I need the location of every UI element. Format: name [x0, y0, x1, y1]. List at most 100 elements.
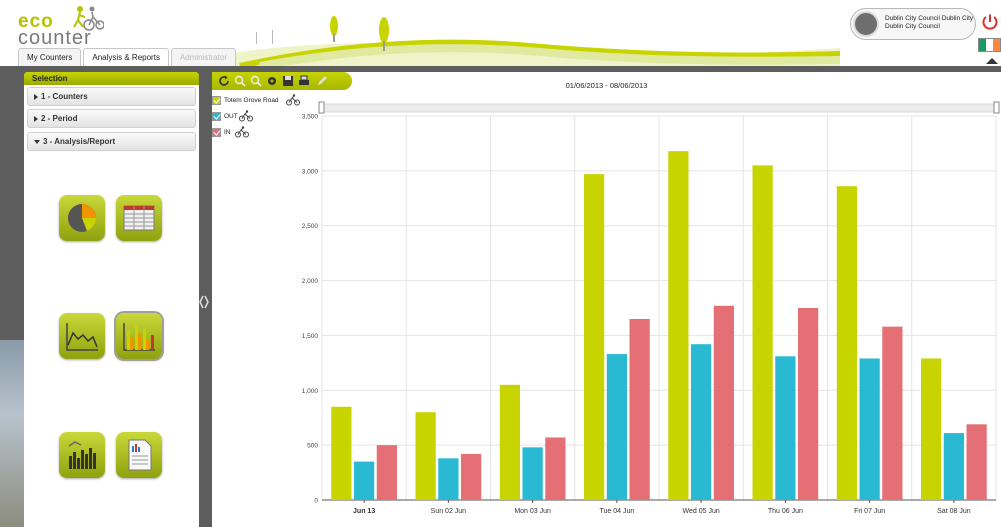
report-table-button[interactable]	[116, 195, 162, 241]
avatar	[853, 11, 879, 37]
chart-scrollbar	[319, 103, 999, 113]
language-dropdown-arrow-icon[interactable]	[986, 58, 998, 64]
accordion-label: 3 - Analysis/Report	[43, 137, 116, 146]
bar	[629, 318, 650, 500]
chevron-right-icon	[34, 93, 38, 100]
bar	[713, 305, 734, 500]
report-document-icon	[128, 439, 152, 471]
legend-checkbox[interactable]	[212, 128, 221, 137]
tab-analysis-reports[interactable]: Analysis & Reports	[83, 48, 169, 66]
bar-chart-icon	[123, 323, 155, 351]
bar	[921, 358, 942, 500]
bar	[499, 384, 520, 500]
legend-item[interactable]: Totem Grove Road	[212, 94, 302, 112]
y-tick-label: 3,000	[302, 168, 319, 175]
x-tick-label: Sun 02 Jun	[431, 508, 467, 515]
save-icon[interactable]	[282, 75, 294, 87]
y-tick-label: 1,000	[302, 388, 319, 395]
y-tick-label: 3,500	[302, 114, 319, 121]
user-info: Dublin City Council Dublin City Dublin C…	[885, 15, 973, 31]
power-icon[interactable]	[980, 12, 1000, 32]
panel-splitter-handle[interactable]	[199, 292, 209, 312]
accordion-counters[interactable]: 1 - Counters	[27, 87, 196, 106]
y-tick-label: 2,000	[302, 278, 319, 285]
bar-chart-weather-icon	[68, 441, 96, 469]
app-header: eco counter My Counters Analysis & Repor…	[0, 0, 1001, 66]
refresh-icon[interactable]	[218, 75, 230, 87]
bar	[775, 356, 796, 500]
x-tick-label: Thu 06 Jun	[768, 508, 803, 515]
y-tick-label: 2,500	[302, 223, 319, 230]
zoom-in-icon[interactable]	[234, 75, 246, 87]
bar	[438, 458, 459, 500]
logo-eco-text: eco	[18, 11, 54, 32]
user-name: Dublin City Council	[885, 23, 940, 30]
landscape-decoration	[200, 16, 840, 66]
cyclist-walker-logo-icon	[73, 6, 104, 31]
bar	[331, 406, 352, 500]
bar	[836, 186, 857, 500]
x-tick-label: Tue 04 Jun	[599, 508, 634, 515]
chart-toolbar	[212, 72, 352, 90]
zoom-out-icon[interactable]	[250, 75, 262, 87]
flag-green-stripe	[979, 39, 986, 51]
chevron-down-icon	[34, 139, 40, 144]
user-account-box[interactable]: Dublin City Council Dublin City Dublin C…	[850, 8, 976, 40]
flag-orange-stripe	[993, 39, 1000, 51]
bar	[668, 151, 689, 500]
bar	[584, 174, 605, 501]
print-icon[interactable]	[298, 75, 310, 87]
bar	[461, 453, 482, 500]
edit-icon[interactable]	[316, 75, 328, 87]
report-document-button[interactable]	[116, 432, 162, 478]
bar	[691, 344, 712, 500]
legend-checkbox[interactable]	[212, 96, 221, 105]
bar	[376, 445, 397, 500]
settings-icon[interactable]	[266, 75, 278, 87]
legend-item[interactable]: OUT	[212, 110, 302, 128]
bar	[752, 165, 773, 500]
accordion-analysis-report[interactable]: 3 - Analysis/Report	[27, 132, 196, 151]
ireland-flag-icon[interactable]	[978, 38, 1001, 52]
y-tick-label: 0	[314, 498, 318, 505]
bicycle-icon	[238, 110, 253, 122]
accordion-label: 2 - Period	[41, 114, 78, 123]
pie-chart-icon	[68, 204, 96, 232]
report-weather-bar-chart-button[interactable]	[59, 432, 105, 478]
x-tick-label: Sat 08 Jun	[937, 508, 971, 515]
chevron-right-icon	[34, 115, 38, 122]
legend-item[interactable]: IN	[212, 126, 302, 144]
flag-white-stripe	[986, 39, 993, 51]
chart-panel: 01/06/2013 - 08/06/2013 Totem Grove Road…	[212, 72, 1001, 527]
bar	[859, 358, 880, 500]
tab-my-counters[interactable]: My Counters	[18, 48, 82, 66]
bicycle-icon	[235, 126, 250, 138]
bar	[882, 326, 903, 500]
bar-chart: 0 500 1,000 1,500 2,000 2,500 3,000 3,500 Jun 13…	[302, 101, 1000, 515]
selection-sidebar: Selection 1 - Counters 2 - Period 3 - An…	[24, 72, 199, 527]
x-tick-label: Wed 05 Jun	[683, 508, 720, 515]
y-tick-label: 500	[307, 443, 318, 450]
bar	[415, 412, 436, 500]
bar	[545, 437, 566, 500]
tab-administrator: Administrator	[170, 48, 237, 66]
legend-label: IN	[224, 129, 231, 136]
table-icon	[123, 205, 155, 231]
report-bar-chart-button[interactable]	[116, 313, 162, 359]
legend-label: Totem Grove Road	[224, 97, 279, 104]
report-pie-chart-button[interactable]	[59, 195, 105, 241]
eco-counter-logo[interactable]: eco counter	[18, 5, 148, 49]
x-tick-label: Mon 03 Jun	[514, 508, 551, 515]
x-tick-label: Jun 13	[353, 508, 375, 515]
bar	[522, 447, 543, 500]
report-line-chart-button[interactable]	[59, 313, 105, 359]
chart-title: 01/06/2013 - 08/06/2013	[565, 81, 648, 90]
accordion-period[interactable]: 2 - Period	[27, 109, 196, 128]
bar	[606, 354, 627, 500]
main-tabs: My Counters Analysis & Reports Administr…	[18, 48, 237, 66]
bar	[798, 308, 819, 500]
legend-checkbox[interactable]	[212, 112, 221, 121]
sidebar-title: Selection	[24, 72, 199, 85]
chart-legend: Totem Grove Road OUT IN	[212, 94, 302, 144]
accordion-label: 1 - Counters	[41, 92, 88, 101]
